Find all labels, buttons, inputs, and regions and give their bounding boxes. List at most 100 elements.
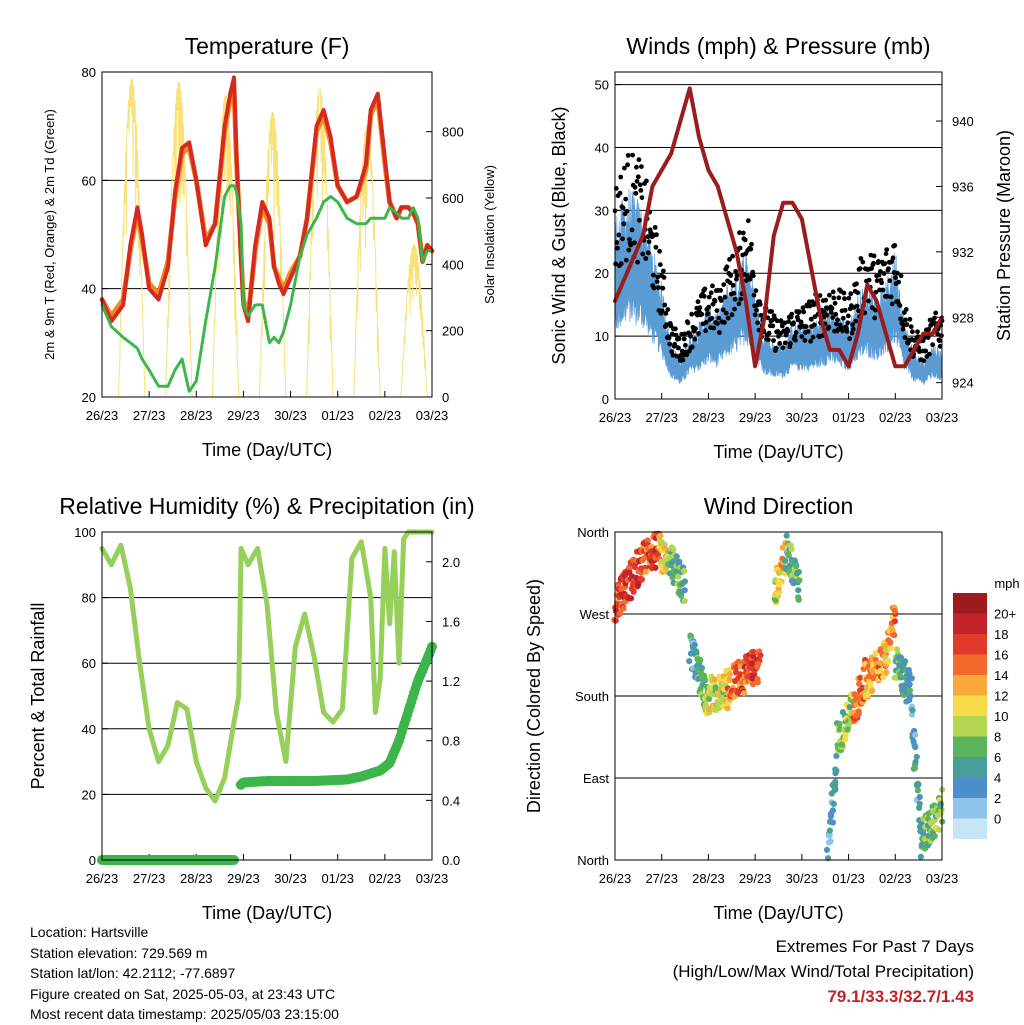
gust-point <box>644 178 649 184</box>
direction-point <box>829 819 837 826</box>
y-tick-label: North <box>577 525 609 540</box>
gust-point <box>876 259 881 264</box>
x-tick-label: 01/23 <box>321 871 354 886</box>
gust-point <box>736 301 742 307</box>
gust-point <box>664 322 669 327</box>
gust-point <box>937 338 942 344</box>
gust-point <box>662 302 668 308</box>
gust-point <box>637 182 643 188</box>
direction-point <box>670 546 677 553</box>
gust-point <box>705 311 711 317</box>
gust-point <box>635 174 641 180</box>
gust-point <box>618 174 624 180</box>
gust-point <box>731 290 737 296</box>
direction-point <box>936 826 943 833</box>
x-tick-label: 02/23 <box>879 410 912 425</box>
gust-point <box>656 285 661 290</box>
direction-point <box>836 720 843 727</box>
y-tick-label: 100 <box>74 525 96 540</box>
gust-point <box>717 330 722 335</box>
gust-point <box>701 293 707 299</box>
gust-point <box>896 279 901 285</box>
gust-point <box>709 315 715 321</box>
legend-swatch <box>953 593 987 614</box>
gust-point <box>623 257 629 263</box>
gust-point <box>758 313 764 318</box>
gust-point <box>871 253 877 259</box>
gust-point <box>618 261 624 267</box>
direction-point <box>676 558 683 565</box>
gust-point <box>789 311 795 317</box>
gust-point <box>930 342 935 348</box>
direction-point <box>857 674 864 681</box>
gust-point <box>728 273 734 278</box>
gust-point <box>636 157 642 163</box>
gust-point <box>661 268 666 274</box>
x-tick-label: 02/23 <box>879 871 912 886</box>
gust-point <box>651 272 656 278</box>
direction-point <box>638 576 646 583</box>
solar-day-curve <box>306 88 334 398</box>
gust-point <box>727 257 732 262</box>
gust-point <box>638 188 644 193</box>
gust-point <box>623 196 629 202</box>
gust-point <box>654 232 659 238</box>
gust-point <box>910 329 915 335</box>
direction-point <box>681 587 688 594</box>
gust-point <box>898 273 904 279</box>
gust-point <box>860 259 866 265</box>
gust-point <box>696 331 701 336</box>
gust-point <box>845 313 851 319</box>
series-t2m <box>100 75 434 324</box>
gust-point <box>706 304 712 310</box>
gust-point <box>685 320 691 326</box>
latlon-text: Station lat/lon: 42.2112; -77.6897 <box>30 965 236 981</box>
gust-point <box>935 331 940 337</box>
legend-swatch <box>953 716 987 737</box>
y2-tick-label: 1.2 <box>442 674 460 689</box>
gust-point <box>898 316 903 322</box>
x-tick-label: 29/23 <box>739 410 772 425</box>
panel-title: Relative Humidity (%) & Precipitation (i… <box>59 493 474 519</box>
gust-point <box>874 278 880 284</box>
gust-point <box>676 345 681 351</box>
gust-point <box>692 336 698 342</box>
x-tick-label: 28/23 <box>692 410 725 425</box>
gust-point <box>869 266 874 271</box>
y-tick-label: 30 <box>595 203 609 218</box>
wind-direction-panel: Wind Direction Time (Day/UTC) Direction (C… <box>524 493 958 923</box>
panel-title: Winds (mph) & Pressure (mb) <box>626 33 930 59</box>
gust-point <box>734 276 739 282</box>
direction-point <box>856 680 863 688</box>
x-tick-label: 01/23 <box>832 871 865 886</box>
y-tick-label: West <box>580 607 610 622</box>
gust-point <box>622 165 627 171</box>
gust-point <box>699 311 705 317</box>
gust-point <box>847 336 852 342</box>
gust-point <box>613 261 618 267</box>
direction-point <box>916 793 923 801</box>
y-tick-label: 0 <box>89 853 96 868</box>
gust-point <box>665 307 671 312</box>
series-td <box>100 184 434 394</box>
direction-point <box>913 753 920 761</box>
gust-point <box>836 295 842 301</box>
x-axis-label: Time (Day/UTC) <box>713 442 843 462</box>
gust-point <box>750 269 756 275</box>
y-tick-label: 60 <box>82 173 96 188</box>
y-tick-label: North <box>577 853 609 868</box>
gust-point <box>659 308 665 314</box>
y-tick-label: 80 <box>82 591 96 606</box>
gust-point <box>693 326 698 331</box>
direction-point <box>654 551 662 558</box>
gust-point <box>907 316 913 322</box>
gust-point <box>680 357 686 363</box>
direction-point <box>901 660 908 667</box>
x-tick-label: 26/23 <box>599 410 632 425</box>
x-tick-label: 30/23 <box>786 410 819 425</box>
x-tick-label: 28/23 <box>692 871 725 886</box>
y2-tick-label: 400 <box>442 257 464 272</box>
gust-point <box>792 333 798 339</box>
gust-point <box>757 302 763 307</box>
gust-point <box>766 337 771 343</box>
